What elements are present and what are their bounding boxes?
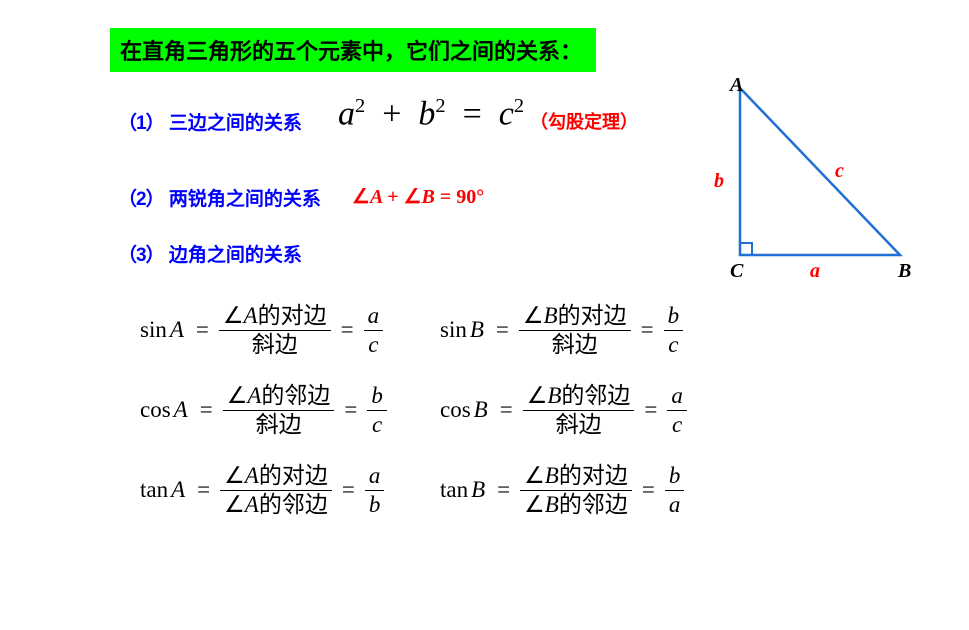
formula-grid: sinA=∠A的对边斜边=acsinB=∠B的对边斜边=bccosA=∠A的邻边… bbox=[140, 302, 900, 542]
rule-2: （2） 两锐角之间的关系 bbox=[118, 184, 321, 211]
side-c: c bbox=[835, 160, 844, 183]
side-a: a bbox=[810, 260, 820, 283]
formula-cos-B: cosB=∠B的邻边斜边=ac bbox=[440, 382, 691, 438]
rule-2-equation: ∠A + ∠B = 90° bbox=[352, 184, 484, 209]
vertex-A: A bbox=[730, 74, 743, 97]
rule-2-label: 两锐角之间的关系 bbox=[169, 189, 321, 210]
header-title: 在直角三角形的五个元素中，它们之间的关系： bbox=[110, 28, 596, 72]
formula-tan-B: tanB=∠B的对边∠B的邻边=ba bbox=[440, 462, 688, 518]
formula-sin-A: sinA=∠A的对边斜边=ac bbox=[140, 302, 440, 358]
rule-3: （3） 边角之间的关系 bbox=[118, 240, 302, 267]
side-b: b bbox=[714, 170, 724, 193]
formula-sin-B: sinB=∠B的对边斜边=bc bbox=[440, 302, 687, 358]
formula-tan-A: tanA=∠A的对边∠A的邻边=ab bbox=[140, 462, 440, 518]
vertex-C: C bbox=[730, 260, 743, 283]
formula-row-tan: tanA=∠A的对边∠A的邻边=abtanB=∠B的对边∠B的邻边=ba bbox=[140, 462, 900, 518]
rule-1: （1） 三边之间的关系 bbox=[118, 108, 302, 135]
triangle-svg bbox=[700, 80, 920, 290]
rule-3-label: 边角之间的关系 bbox=[169, 245, 302, 266]
rule-2-num: （2） bbox=[118, 189, 164, 210]
right-triangle-diagram: A C B b c a bbox=[700, 80, 920, 290]
rule-3-num: （3） bbox=[118, 245, 164, 266]
rule-1-note: （勾股定理） bbox=[530, 108, 638, 134]
rule-1-num: （1） bbox=[118, 113, 164, 134]
vertex-B: B bbox=[898, 260, 911, 283]
formula-row-sin: sinA=∠A的对边斜边=acsinB=∠B的对边斜边=bc bbox=[140, 302, 900, 358]
rule-1-label: 三边之间的关系 bbox=[169, 113, 302, 134]
formula-row-cos: cosA=∠A的邻边斜边=bccosB=∠B的邻边斜边=ac bbox=[140, 382, 900, 438]
formula-cos-A: cosA=∠A的邻边斜边=bc bbox=[140, 382, 440, 438]
rule-1-equation: a2 + b2 = c2 bbox=[338, 95, 524, 133]
